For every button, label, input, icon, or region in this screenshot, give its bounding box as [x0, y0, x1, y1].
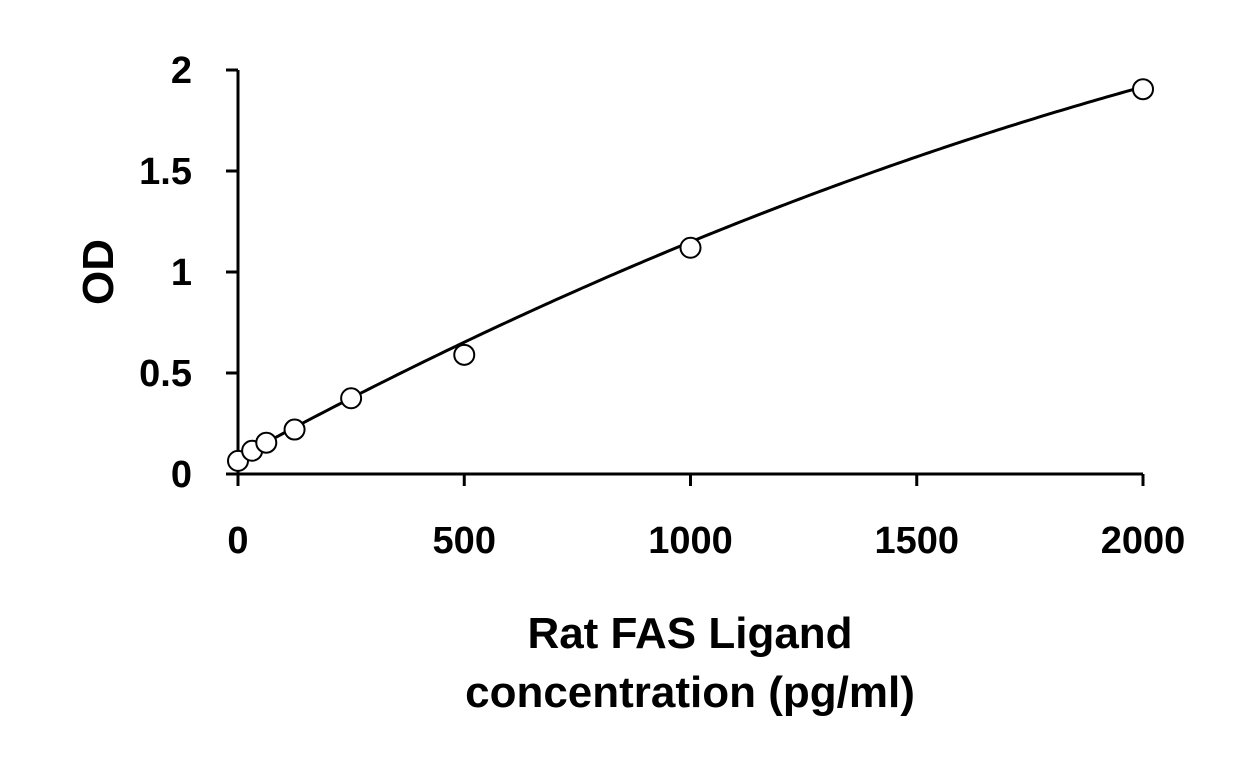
y-tick-label: 1.5: [139, 151, 192, 193]
x-tick-label: 1500: [874, 520, 959, 562]
x-tick-label: 1000: [648, 520, 733, 562]
y-tick-label: 1: [171, 252, 192, 294]
y-tick-label: 0.5: [139, 353, 192, 395]
x-tick-label: 500: [433, 520, 496, 562]
x-axis-ticks: 0 500 1000 1500 2000: [227, 474, 1185, 562]
data-point: [1132, 78, 1154, 101]
data-point: [255, 431, 278, 454]
data-point: [679, 236, 702, 259]
y-axis-ticks: 0 0.5 1 1.5 2: [139, 50, 238, 496]
x-tick-label: 0: [227, 520, 248, 562]
y-tick-label: 0: [171, 454, 192, 496]
data-point: [340, 387, 363, 410]
x-tick-label: 2000: [1101, 520, 1186, 562]
fit-curve: [237, 85, 1144, 459]
data-point: [283, 418, 306, 441]
data-point: [453, 343, 476, 366]
y-axis-title: OD: [74, 239, 123, 305]
x-axis-title-line-2: concentration (pg/ml): [465, 668, 915, 717]
data-points: [227, 78, 1154, 472]
y-tick-label: 2: [171, 50, 192, 92]
x-axis-title-line-1: Rat FAS Ligand: [527, 609, 852, 658]
